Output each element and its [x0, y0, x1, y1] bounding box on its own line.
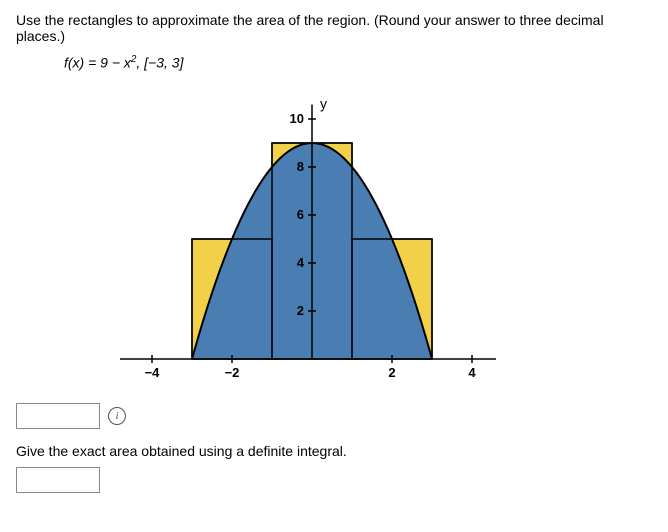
function-definition: f(x) = 9 − x2, [−3, 3] [64, 54, 652, 71]
exact-area-prompt: Give the exact area obtained using a def… [16, 443, 652, 459]
approx-area-input[interactable] [16, 403, 100, 429]
chart-container: −4−224246810xy [76, 79, 496, 389]
info-icon[interactable]: i [108, 407, 126, 425]
svg-text:2: 2 [297, 303, 304, 318]
svg-text:4: 4 [468, 365, 476, 380]
svg-text:10: 10 [290, 111, 304, 126]
svg-text:y: y [320, 95, 327, 111]
equation-interval: , [−3, 3] [136, 55, 183, 71]
area-chart: −4−224246810xy [76, 79, 496, 389]
svg-text:2: 2 [388, 365, 395, 380]
svg-text:6: 6 [297, 207, 304, 222]
exact-area-input[interactable] [16, 467, 100, 493]
svg-text:8: 8 [297, 159, 304, 174]
svg-text:−4: −4 [145, 365, 161, 380]
equation-lhs: f(x) = 9 − x [64, 55, 131, 71]
question-prompt: Use the rectangles to approximate the ar… [16, 12, 652, 44]
svg-text:4: 4 [297, 255, 305, 270]
svg-text:−2: −2 [225, 365, 240, 380]
